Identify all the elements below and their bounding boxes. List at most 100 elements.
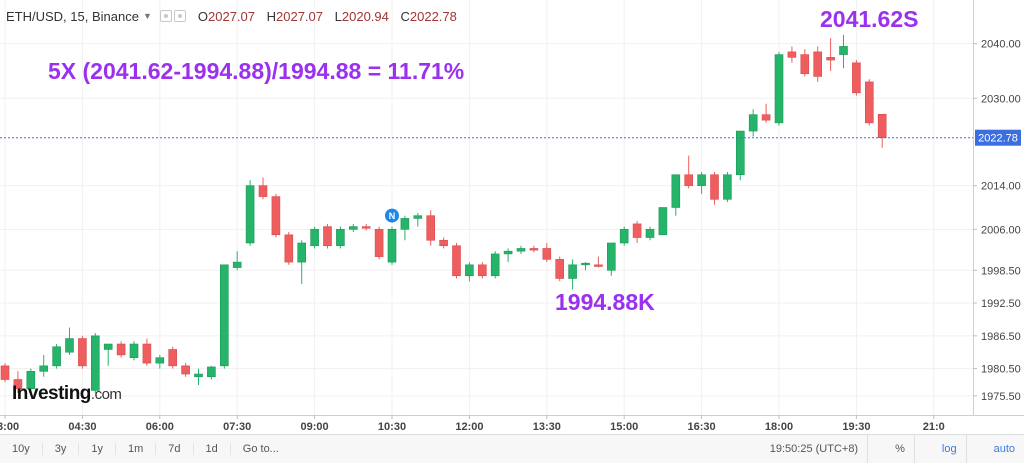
candle-body <box>581 262 590 266</box>
eye-icon[interactable] <box>159 10 172 22</box>
candle <box>361 223 371 231</box>
candle-body <box>426 215 436 241</box>
x-tick-label: 04:30 <box>68 421 96 433</box>
close-label: C <box>400 8 410 24</box>
candle <box>542 242 552 263</box>
candle-body <box>0 365 10 380</box>
candle <box>787 46 797 63</box>
news-marker-dot[interactable] <box>385 208 399 223</box>
open-label: O <box>197 8 208 24</box>
candle-body <box>387 229 397 263</box>
candle-body <box>310 229 319 247</box>
candle <box>568 259 577 290</box>
candle <box>465 262 474 282</box>
candle-body <box>65 338 74 353</box>
candle <box>710 172 719 205</box>
timeframe-10y[interactable]: 10y <box>0 443 43 455</box>
candle-body <box>361 226 371 229</box>
symbol-label[interactable]: ETH/USD, 15, Binance <box>6 8 139 24</box>
percent-toggle[interactable]: % <box>895 443 905 455</box>
candle-body <box>619 229 629 244</box>
candle-body <box>684 174 694 186</box>
candle <box>477 262 487 279</box>
candles <box>0 34 887 394</box>
y-tick-label: 1975.50 <box>981 391 1021 403</box>
auto-toggle[interactable]: auto <box>993 443 1015 455</box>
toolbar-divider <box>867 435 886 463</box>
candle <box>490 251 500 279</box>
candle <box>348 223 358 233</box>
candle <box>91 333 100 394</box>
candle-body <box>39 365 49 372</box>
y-axis: 1975.50 1980.50 1986.50 1992.50 1998.50 2006.… <box>973 39 1021 403</box>
settings-icon[interactable] <box>173 10 186 22</box>
y-tick-label: 1992.50 <box>981 298 1021 310</box>
candle-body <box>761 114 771 121</box>
candle <box>310 226 319 249</box>
timeframe-3y[interactable]: 3y <box>43 443 80 455</box>
y-tick-label: 2040.00 <box>981 39 1021 51</box>
chevron-down-icon[interactable]: ▼ <box>142 11 152 21</box>
logo-domain: .com <box>90 386 122 403</box>
high-label: H <box>266 8 277 24</box>
candle-body <box>91 335 100 391</box>
bottom-toolbar: 10y 3y 1y 1m 7d 1d Go to... 19:50:25 (UT… <box>0 434 1024 463</box>
candle <box>606 242 616 276</box>
y-tick-label: 1986.50 <box>981 331 1021 343</box>
candle-body <box>194 373 203 378</box>
x-tick-label: 16:30 <box>688 421 716 433</box>
goto-button[interactable]: Go to... <box>242 443 279 455</box>
candle-body <box>465 264 474 277</box>
candle <box>65 327 74 355</box>
candle <box>168 346 177 369</box>
candle <box>452 242 461 279</box>
candle-body <box>568 264 577 279</box>
candle <box>594 256 603 268</box>
ohlc-readout: O2027.07 H2027.07 L2020.94 C2022.78 <box>198 9 465 24</box>
candle-body <box>232 261 242 268</box>
candle-body <box>400 218 410 230</box>
candle-body <box>490 253 500 277</box>
candle-body <box>632 223 642 238</box>
candle <box>129 341 139 361</box>
candle <box>723 172 732 203</box>
timeframe-7d[interactable]: 7d <box>156 443 194 455</box>
timeframe-1d[interactable]: 1d <box>194 443 231 455</box>
candle-body <box>748 114 758 132</box>
timeframe-1y[interactable]: 1y <box>79 443 116 455</box>
candle <box>181 363 190 377</box>
candle <box>103 343 113 366</box>
candle-body <box>774 54 784 124</box>
news-marker[interactable]: N <box>385 208 399 223</box>
candle <box>839 34 848 69</box>
high-annotation: 2041.62S <box>820 6 919 32</box>
candle-body <box>181 365 190 375</box>
y-tick-label: 1998.50 <box>981 265 1021 277</box>
candle-body <box>477 264 487 277</box>
candle <box>684 155 694 189</box>
candle <box>748 109 758 137</box>
high-value: 2027.07 <box>276 8 324 24</box>
x-tick-label: 06:00 <box>146 421 174 433</box>
candle-body <box>787 51 797 58</box>
candle <box>761 103 771 123</box>
candle <box>735 130 745 181</box>
open-value: 2027.07 <box>208 8 255 24</box>
candle-body <box>348 226 358 230</box>
candle <box>26 368 36 394</box>
candle <box>0 363 10 383</box>
x-tick-label: 09:00 <box>301 421 329 433</box>
candle <box>220 264 229 369</box>
price-chart[interactable]: 1975.50 1980.50 1986.50 1992.50 1998.50 2006.… <box>0 0 1024 434</box>
timeframe-1m[interactable]: 1m <box>116 443 157 455</box>
x-tick-label: 19:30 <box>842 421 870 433</box>
log-toggle[interactable]: log <box>941 443 957 455</box>
candle <box>852 60 861 96</box>
y-tick-label: 2006.00 <box>981 224 1021 236</box>
candle <box>864 79 874 126</box>
candle <box>78 335 87 369</box>
price-tag-label: 2022.78 <box>978 133 1018 145</box>
candle-body <box>671 174 681 208</box>
candle <box>439 237 448 249</box>
candle <box>555 256 565 282</box>
